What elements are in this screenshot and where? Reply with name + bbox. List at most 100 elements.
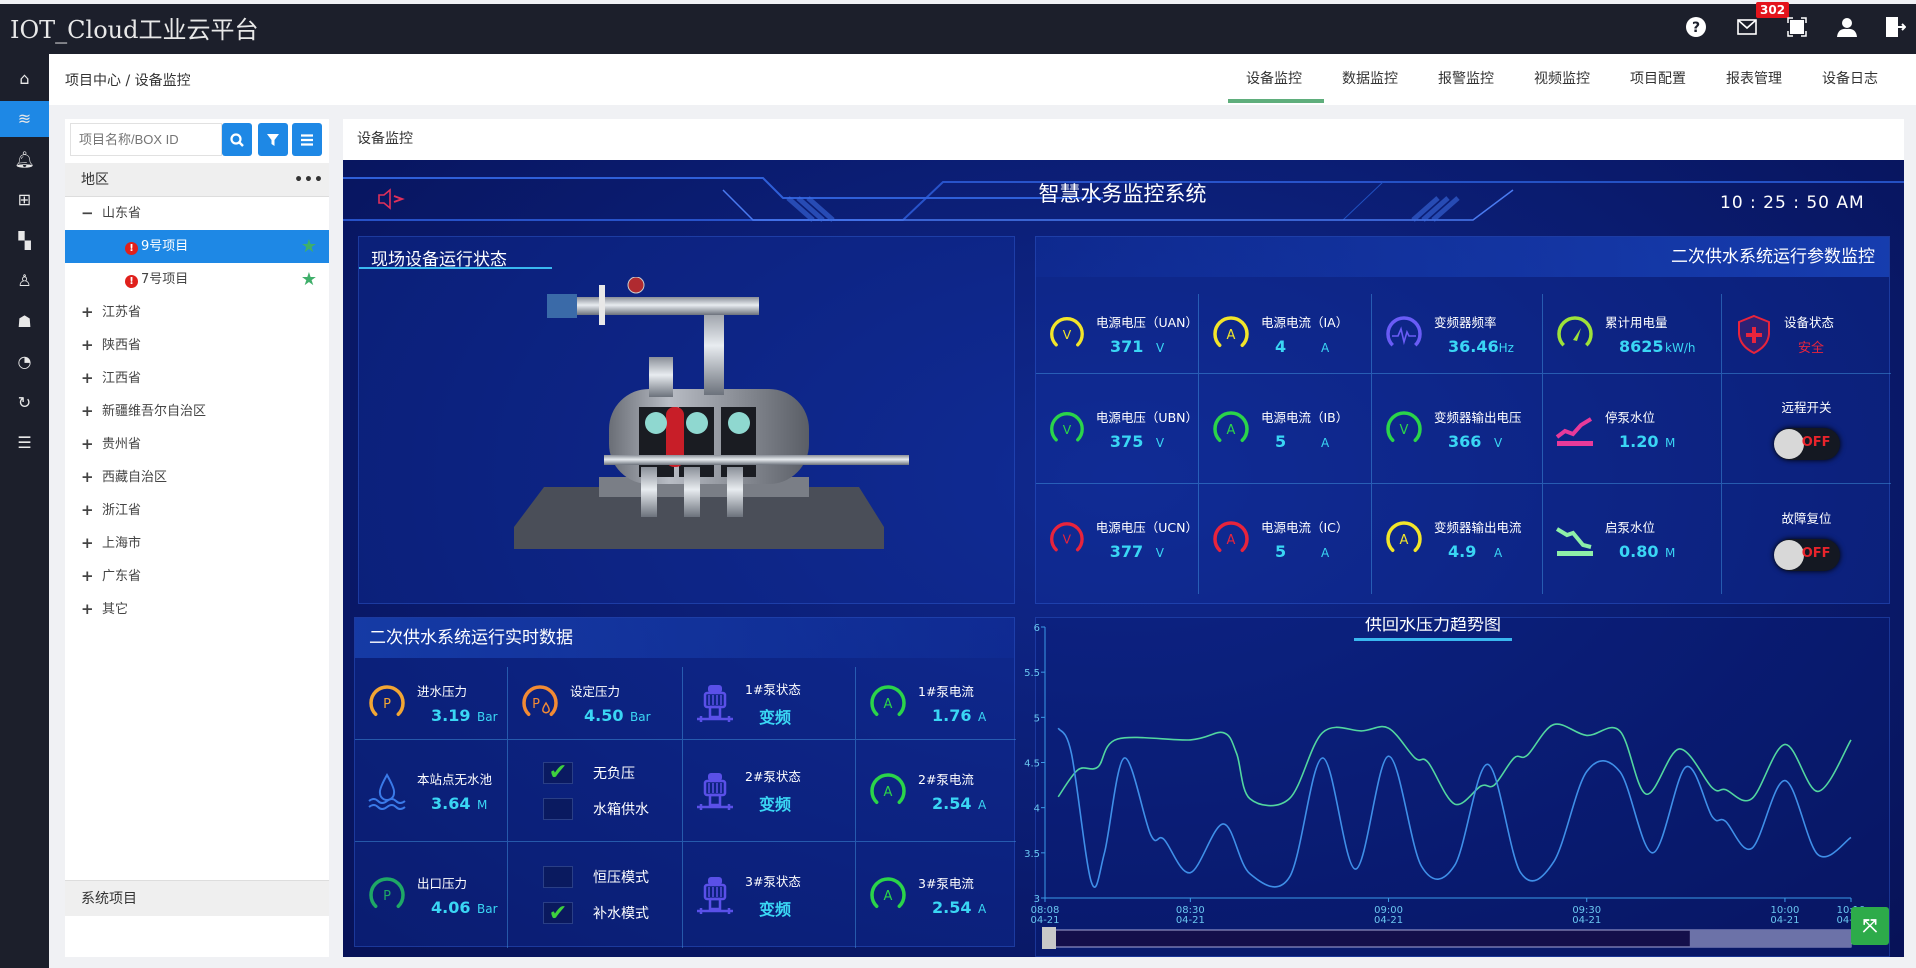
panel-title: 现场设备运行状态 [371, 250, 507, 270]
user-icon[interactable] [1834, 14, 1860, 40]
cell-value-row: 2.54 A [918, 898, 986, 917]
tree-region-item[interactable]: + 广东省 [65, 560, 329, 593]
expand-icon[interactable]: + [81, 468, 94, 486]
favorite-star-icon[interactable]: ★ [300, 269, 317, 290]
cell-unit: A [978, 797, 987, 812]
expand-icon[interactable]: + [81, 402, 94, 420]
tab-6[interactable]: 设备日志 [1822, 71, 1878, 87]
expand-icon[interactable]: + [81, 501, 94, 519]
gauge-icon: A [1386, 521, 1422, 553]
toggle-knob [1773, 539, 1804, 570]
expand-icon[interactable]: + [81, 600, 94, 618]
toggle-switch[interactable]: OFF [1773, 428, 1840, 460]
tree-region-item[interactable]: − 山东省 [65, 197, 329, 230]
mode-checkbox[interactable]: 水箱供水 [543, 797, 649, 820]
cell-label: 3#泵状态 [745, 873, 801, 889]
tree-project-item[interactable]: ! 7号项目 ★ [65, 263, 329, 296]
cell-value: 377 [1109, 542, 1144, 561]
pump-station-illustration [514, 277, 909, 549]
expand-icon[interactable]: + [81, 567, 94, 585]
tab-3[interactable]: 视频监控 [1534, 71, 1590, 87]
svg-text:A: A [1227, 423, 1236, 438]
sidebar-item-list[interactable]: ☰ [0, 425, 49, 461]
data-cell: V 变频器输出电压 366 V [1372, 374, 1543, 484]
toggle-switch[interactable]: OFF [1773, 538, 1840, 571]
sidebar-item-gauge[interactable]: ◔ [0, 344, 49, 380]
tree-region-item[interactable]: + 其它 [65, 593, 329, 626]
tab-5[interactable]: 报表管理 [1726, 71, 1782, 87]
mode-checkbox[interactable]: ✔ 补水模式 [543, 901, 649, 926]
sidebar-item-user-group[interactable]: ☗ [0, 303, 49, 339]
cell-unit: kW/h [1665, 340, 1696, 355]
data-zoom-selection[interactable] [1689, 930, 1851, 947]
tree-region-item[interactable]: + 西藏自治区 [65, 461, 329, 494]
more-options-button[interactable]: ••• [294, 172, 324, 188]
tree-project-item[interactable]: ! 9号项目 ★ [65, 230, 329, 263]
mode-checkbox[interactable]: 恒压模式 [543, 866, 649, 888]
cell-label: 启泵水位 [1605, 520, 1656, 535]
chart-title-underline [1354, 638, 1512, 641]
cell-value-row: 1.76 A [918, 706, 986, 725]
cell-value-row: 4.9 A [1434, 542, 1522, 561]
sidebar-item-dashboard[interactable]: ▚ [0, 222, 49, 258]
checkmark-icon[interactable]: ✔ [543, 760, 573, 785]
expand-icon[interactable]: + [81, 303, 94, 321]
y-tick-label: 5.5 [1024, 668, 1040, 679]
wave-icon [1386, 315, 1422, 347]
chart-fullscreen-button[interactable]: ⤧ [1851, 907, 1889, 945]
tree-region-item[interactable]: + 新疆维吾尔自治区 [65, 395, 329, 428]
fullscreen-icon[interactable] [1784, 14, 1810, 40]
tree-region-item[interactable]: + 贵州省 [65, 428, 329, 461]
search-button[interactable] [222, 123, 252, 156]
checkbox-empty[interactable] [543, 866, 573, 888]
tree-region-item[interactable]: + 上海市 [65, 527, 329, 560]
tab-2[interactable]: 报警监控 [1438, 71, 1494, 87]
tree-item-label: 江苏省 [102, 296, 141, 329]
mode-checkbox[interactable]: ✔ 无负压 [543, 760, 635, 785]
tab-0[interactable]: 设备监控 [1246, 71, 1302, 87]
speaker-icon[interactable] [377, 188, 407, 210]
data-zoom-handle[interactable] [1042, 927, 1056, 949]
cell-text: 累计用电量 8625 kW/h [1605, 312, 1695, 356]
tree-region-item[interactable]: + 江苏省 [65, 296, 329, 329]
cell-unit: A [1321, 340, 1330, 355]
tab-4[interactable]: 项目配置 [1630, 71, 1686, 87]
cell-label: 2#泵电流 [918, 771, 974, 787]
project-search-input[interactable] [70, 123, 222, 156]
tree-region-item[interactable]: + 江西省 [65, 362, 329, 395]
collapse-icon[interactable]: − [81, 204, 94, 222]
filter-button[interactable] [258, 123, 288, 156]
favorite-star-icon[interactable]: ★ [300, 236, 317, 257]
menu-button[interactable] [292, 123, 322, 156]
cell-value-row: 36.46 Hz [1434, 337, 1514, 356]
tree-region-item[interactable]: + 陕西省 [65, 329, 329, 362]
sidebar-item-home[interactable]: ⌂ [0, 60, 49, 96]
x-tick-label: 04-21 [1030, 915, 1059, 926]
x-tick-label: 04-21 [1770, 915, 1799, 926]
sidebar-item-add-document[interactable]: ⊞ [0, 182, 49, 218]
cell-value-row: 变频 [745, 896, 805, 920]
system-projects-header[interactable]: 系统项目 [65, 880, 329, 916]
sidebar-item-refresh[interactable]: ↻ [0, 384, 49, 420]
svg-text:A: A [1400, 533, 1409, 548]
cell-value-row: 安全 [1784, 337, 1844, 356]
cell-text: 1#泵电流 1.76 A [918, 681, 986, 725]
x-tick-label: 08:08 [1031, 905, 1060, 916]
expand-icon[interactable]: + [81, 435, 94, 453]
mail-icon[interactable] [1734, 14, 1760, 40]
sidebar-item-user[interactable]: ♙ [0, 263, 49, 299]
data-cell: 本站点无水池 3.64 M [355, 740, 508, 842]
expand-icon[interactable]: + [81, 336, 94, 354]
tree-region-item[interactable]: + 浙江省 [65, 494, 329, 527]
checkmark-icon[interactable]: ✔ [543, 901, 573, 926]
checkbox-empty[interactable] [543, 797, 573, 820]
sidebar-item-layers[interactable]: ≋ [0, 100, 49, 137]
logout-icon[interactable] [1882, 14, 1908, 40]
expand-icon[interactable]: + [81, 534, 94, 552]
help-icon[interactable]: ? [1683, 14, 1709, 40]
clock: 10 : 25 : 50 AM [1720, 193, 1865, 213]
tab-1[interactable]: 数据监控 [1342, 71, 1398, 87]
sidebar-item-bell[interactable]: 🔔︎ [0, 141, 49, 177]
expand-icon[interactable]: + [81, 369, 94, 387]
